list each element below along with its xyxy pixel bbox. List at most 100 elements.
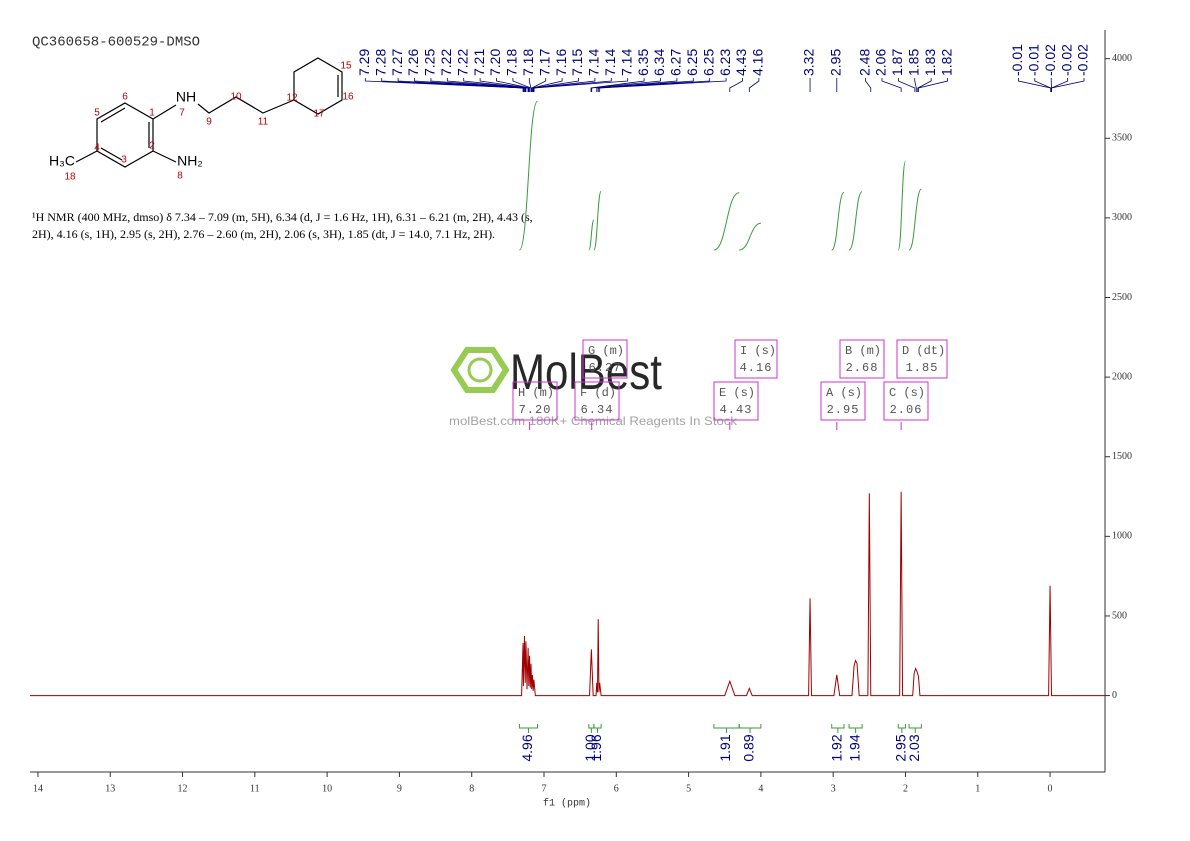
atom-number: 12: [286, 93, 298, 104]
multiplet-shift: 2.06: [890, 403, 923, 417]
peak-leader: [881, 78, 902, 92]
peak-label: 7.20: [487, 49, 503, 76]
peak-label: 6.25: [700, 49, 716, 76]
atom-number: 11: [258, 117, 269, 128]
multiplet-box: [512, 381, 558, 421]
peak-leader: [918, 78, 948, 92]
peak-label: -0.02: [1075, 44, 1091, 76]
peak-label: 7.18: [520, 49, 536, 76]
peak-label: 2.95: [827, 49, 843, 76]
multiplet-name: C (s): [889, 386, 925, 400]
atom-number: 1: [149, 108, 155, 119]
integral-curve: [518, 100, 538, 251]
peak-label: 4.16: [750, 49, 766, 76]
y-tick-label: 1500: [1112, 451, 1132, 462]
multiplet-name: F (d): [580, 386, 616, 400]
bond: [152, 150, 177, 163]
integral-bracket: [897, 724, 906, 729]
integral-bracket: [738, 724, 762, 729]
integral-label: 2.95: [893, 734, 909, 761]
watermark-tagline: molBest.com 180K+ Chemical Reagents In S…: [449, 414, 738, 428]
x-tick-label: 8: [469, 783, 474, 794]
multiplet-name: B (m): [845, 344, 881, 358]
x-tick-label: 5: [686, 783, 691, 794]
peak-leader: [1034, 78, 1052, 92]
peak-label: 1.85: [905, 49, 921, 76]
multiplet-box: [896, 339, 948, 379]
peak-label: 2.48: [856, 49, 872, 76]
x-tick-label: 10: [322, 783, 332, 794]
integral-bracket: [713, 724, 740, 729]
integral-curve: [848, 191, 863, 251]
peak-leader: [533, 78, 629, 92]
bond: [100, 147, 123, 161]
peak-leader: [591, 78, 661, 92]
atom-number: 15: [340, 61, 352, 72]
multiplet-box: [820, 381, 866, 421]
peak-leader: [397, 78, 525, 92]
peak-label: -0.01: [1009, 44, 1025, 76]
integral-label: 1.92: [829, 734, 845, 761]
integral-bracket: [908, 724, 922, 729]
peak-leader: [532, 78, 579, 92]
peak-label: 7.27: [389, 49, 405, 76]
atom-number: 6: [122, 92, 128, 103]
x-tick-label: 12: [178, 783, 188, 794]
x-tick-label: 4: [758, 783, 763, 794]
peak-leader: [430, 78, 527, 92]
atom-number: 3: [121, 155, 127, 166]
integral-curve: [713, 192, 740, 251]
atom-label: H₃C: [49, 153, 75, 169]
peak-label: 7.16: [553, 49, 569, 76]
y-tick-label: 4000: [1112, 53, 1132, 64]
peak-label: 4.43: [733, 49, 749, 76]
bond: [152, 104, 177, 120]
x-tick-label: 3: [831, 783, 836, 794]
logo: [467, 357, 493, 383]
multiplet-box: [839, 339, 885, 379]
y-tick-label: 2500: [1112, 292, 1132, 303]
x-tick-label: 11: [250, 783, 260, 794]
x-tick-label: 2: [903, 783, 908, 794]
integral-curve: [588, 219, 595, 251]
integral-label: 0.89: [741, 734, 757, 761]
peak-label: 6.27: [668, 49, 684, 76]
x-tick-label: 7: [542, 783, 547, 794]
peak-leader: [865, 78, 872, 92]
atom-label: NH: [176, 89, 196, 105]
watermark-brand: MolBest: [510, 344, 662, 400]
peak-leader: [590, 78, 645, 92]
integral-curve: [739, 222, 762, 251]
integral-curve: [908, 188, 922, 251]
integral-label: 1.00: [582, 734, 598, 761]
peak-leader: [897, 78, 916, 92]
peak-label: 6.35: [635, 49, 651, 76]
peak-label: 7.14: [602, 49, 618, 76]
peak-leader: [748, 78, 760, 92]
peak-label: 7.17: [536, 49, 552, 76]
watermark: MolBest molBest.com 180K+ Chemical Reage…: [449, 344, 738, 428]
peak-label: 6.34: [651, 49, 667, 76]
peak-label: 7.21: [471, 49, 487, 76]
y-tick-label: 500: [1112, 610, 1127, 621]
integral-label: 2.03: [906, 734, 922, 761]
atom-number: 9: [206, 117, 212, 128]
peak-leader: [597, 78, 711, 92]
multiplet-name: E (s): [719, 386, 755, 400]
integral-curve: [897, 161, 906, 251]
peak-leader: [599, 78, 727, 92]
multiplet-shift: 2.95: [827, 403, 860, 417]
peak-label: -0.01: [1026, 44, 1042, 76]
integral-bracket: [593, 724, 602, 729]
atom-number: 18: [64, 172, 76, 183]
peak-label: 7.22: [454, 49, 470, 76]
multiplet-shift: 1.85: [906, 361, 939, 375]
peak-leader: [381, 78, 525, 92]
bond: [197, 96, 295, 114]
structure: 6 5 4 3 2 1 NH 7 9 10 11 12 15 16 17 H₃C…: [49, 57, 354, 183]
integral-bracket: [831, 724, 845, 729]
integral-label: 1.96: [588, 734, 604, 761]
